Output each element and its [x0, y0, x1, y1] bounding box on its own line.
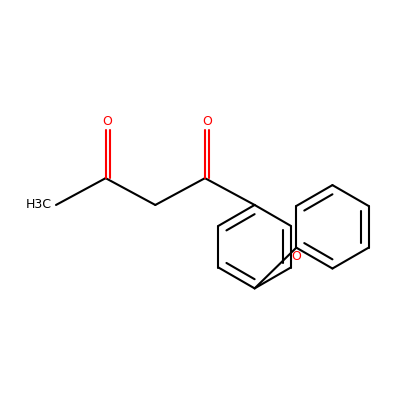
Text: O: O — [103, 114, 112, 128]
Text: H3C: H3C — [26, 198, 52, 212]
Text: O: O — [202, 114, 212, 128]
Text: O: O — [291, 250, 301, 263]
